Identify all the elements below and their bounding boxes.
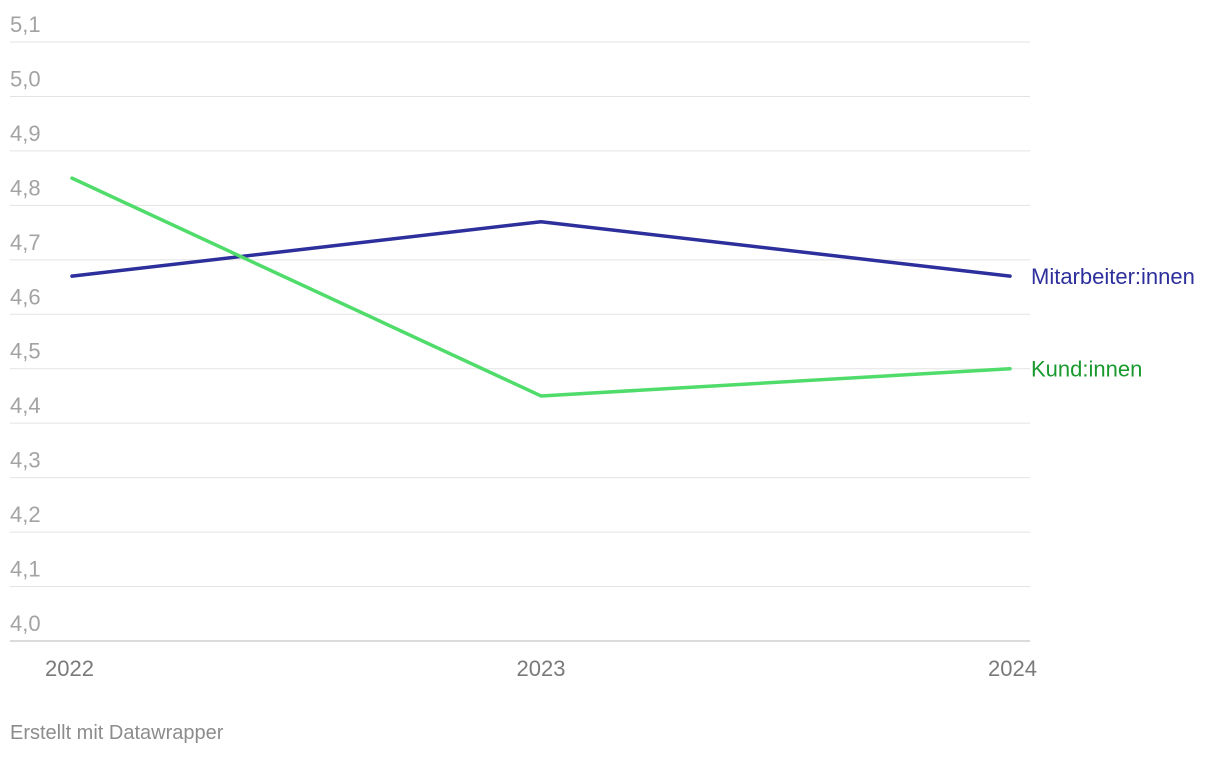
series-labels: Mitarbeiter:innen Kund:innen (1031, 264, 1195, 382)
y-tick-label: 5,0 (10, 66, 41, 91)
chart-credit: Erstellt mit Datawrapper (10, 722, 224, 744)
y-tick-label: 4,3 (10, 448, 41, 473)
y-tick-label: 4,7 (10, 230, 41, 255)
series-lines (70, 176, 1012, 398)
y-tick-label: 4,6 (10, 284, 41, 309)
series-label: Mitarbeiter:innen (1031, 264, 1195, 289)
series-line (70, 219, 1012, 278)
y-tick-label: 4,9 (10, 121, 41, 146)
x-axis-ticks: 2022 2023 2024 (45, 656, 1037, 681)
y-axis-ticks: 4,0 4,1 4,2 4,3 4,4 4,5 4,6 4,7 4,8 4,9 5,0 5,1 (10, 12, 41, 636)
y-tick-label: 4,4 (10, 393, 41, 418)
y-tick-label: 4,2 (10, 502, 41, 527)
x-tick-label: 2024 (988, 656, 1037, 681)
x-tick-label: 2022 (45, 656, 94, 681)
y-tick-label: 4,5 (10, 339, 41, 364)
x-tick-label: 2023 (517, 656, 566, 681)
y-tick-label: 4,8 (10, 175, 41, 200)
series-line (70, 176, 1012, 398)
series-label: Kund:innen (1031, 357, 1142, 382)
gridlines (10, 41, 1030, 642)
y-tick-label: 4,1 (10, 557, 41, 582)
y-tick-label: 5,1 (10, 12, 41, 37)
y-tick-label: 4,0 (10, 611, 41, 636)
line-chart: 4,0 4,1 4,2 4,3 4,4 4,5 4,6 4,7 4,8 4,9 5,0 5,1 202… (10, 12, 1195, 681)
